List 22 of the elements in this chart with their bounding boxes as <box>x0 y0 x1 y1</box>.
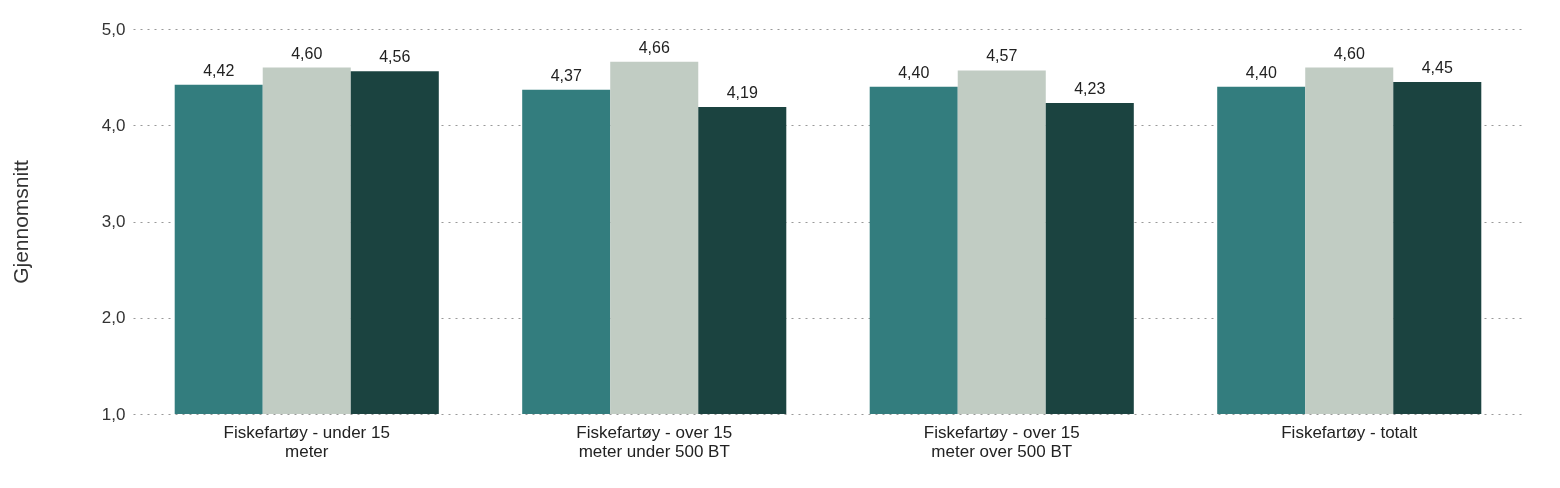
data-label: 4,60 <box>1333 44 1365 62</box>
data-label: 4,37 <box>550 66 582 84</box>
y-tick-label: 4,0 <box>101 115 126 135</box>
x-tick-label: Fiskefartøy - under 15 meter <box>223 422 390 461</box>
x-tick-label: Fiskefartøy - over 15 meter over 500 BT <box>923 422 1080 461</box>
data-label: 4,42 <box>203 61 235 79</box>
y-tick-label: 3,0 <box>101 212 126 231</box>
data-label: 4,45 <box>1421 58 1453 76</box>
data-label: 4,56 <box>379 48 411 66</box>
y-axis-title: Gjennomsnitt <box>8 159 32 284</box>
data-label: 4,66 <box>638 38 670 56</box>
data-label: 4,60 <box>291 44 323 62</box>
y-tick-label: 5,0 <box>101 19 126 39</box>
x-tick-label: Fiskefartøy - totalt <box>1281 422 1418 442</box>
data-label: 4,40 <box>898 63 930 81</box>
y-tick-label: 1,0 <box>101 404 126 424</box>
x-tick-label: Fiskefartøy - over 15 meter under 500 BT <box>576 422 733 461</box>
data-label: 4,19 <box>726 83 758 101</box>
data-label: 4,23 <box>1074 80 1106 98</box>
y-tick-label: 2,0 <box>101 308 126 328</box>
data-label: 4,40 <box>1245 63 1277 81</box>
data-label: 4,57 <box>986 47 1018 65</box>
